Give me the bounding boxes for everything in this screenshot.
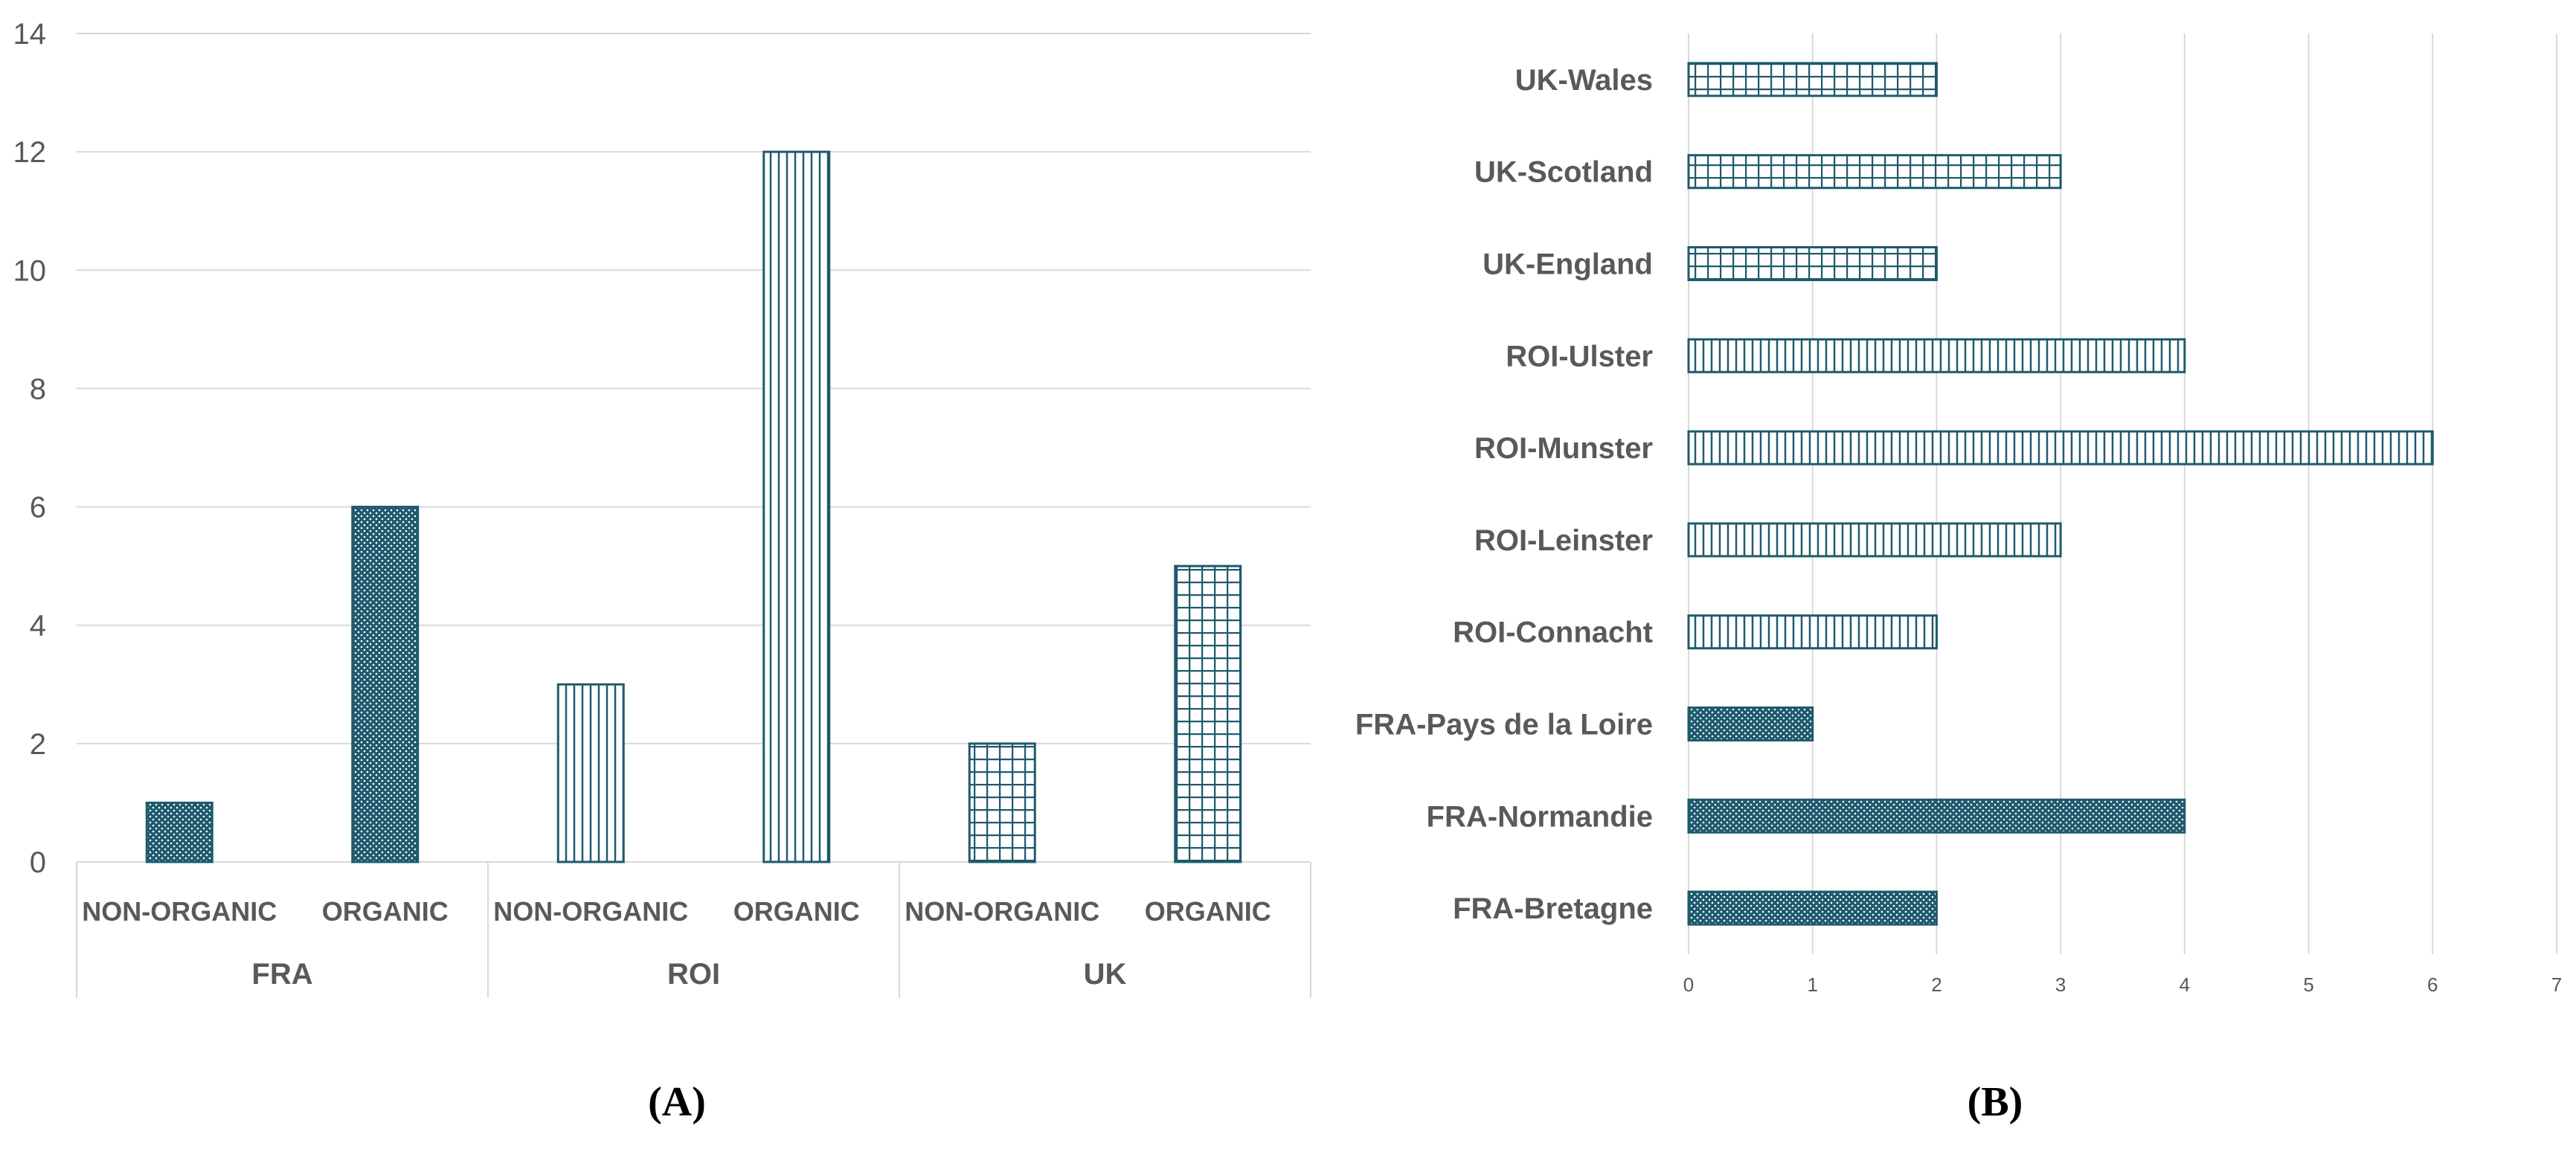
x-tick-label-3: 3 [2055,973,2066,996]
x-category-label-fra-organic: ORGANIC [322,896,449,927]
bar-fra-normandie [1687,798,2186,834]
bar-roi-ulster [1687,338,2186,373]
x-tick-label-6: 6 [2427,973,2438,996]
x-category-label-roi-non-organic: NON-ORGANIC [493,896,688,927]
y-tick-label-0: 0 [30,846,46,879]
bar-fra-non-organic [145,801,213,863]
x-tick-label-7: 7 [2551,973,2562,996]
bar-uk-wales [1687,62,1938,97]
bar-roi-non-organic [556,683,625,863]
bar-uk-scotland [1687,154,2062,190]
panel-label-b: (B) [1968,1079,2023,1125]
panel-label-a: (A) [648,1079,706,1125]
bar-roi-leinster [1687,522,2062,558]
chart-a: 0 2 4 6 8 10 12 14 NON-ORGANIC ORGANIC NON-ORGANIC… [13,18,1311,998]
y-tick-label-10: 10 [13,254,47,287]
x-category-label-uk-organic: ORGANIC [1145,896,1271,927]
bar-roi-connacht [1687,614,1938,650]
x-tick-label-2: 2 [1931,973,1941,996]
bar-roi-munster [1687,430,2434,466]
y-category-label-roi-munster: ROI-Munster [1474,432,1653,465]
x-tick-label-5: 5 [2303,973,2313,996]
y-category-label-uk-scotland: UK-Scotland [1474,156,1653,189]
bar-uk-organic [1174,564,1242,863]
y-tick-label-12: 12 [13,136,47,169]
y-category-label-uk-england: UK-England [1483,248,1653,281]
y-tick-label-6: 6 [30,492,46,524]
y-category-label-fra-normandie: FRA-Normandie [1427,800,1653,833]
y-category-label-roi-ulster: ROI-Ulster [1506,340,1653,373]
group-label-fra: FRA [251,958,312,991]
y-tick-label-2: 2 [30,728,46,761]
group-label-roi: ROI [667,958,720,991]
y-category-label-fra-bretagne: FRA-Bretagne [1453,892,1653,925]
x-category-label-roi-organic: ORGANIC [733,896,860,927]
y-category-label-roi-leinster: ROI-Leinster [1474,524,1653,557]
x-tick-label-0: 0 [1683,973,1694,996]
y-category-label-uk-wales: UK-Wales [1515,64,1653,97]
x-tick-label-1: 1 [1807,973,1817,996]
bar-fra-organic [351,506,420,863]
x-tick-label-4: 4 [2180,973,2190,996]
bar-fra-bretagne [1687,890,1938,926]
bar-uk-non-organic [968,742,1036,863]
bar-uk-england [1687,246,1938,281]
y-category-label-fra-pays-de-la-loire: FRA-Pays de la Loire [1355,709,1653,741]
chart-b: 0 1 2 3 4 5 6 7 UK-Wales UK-Scotland UK-England ROI… [1355,33,2562,996]
bar-fra-pays-de-la-loire [1687,707,1814,741]
y-tick-label-14: 14 [13,18,47,51]
y-category-label-roi-connacht: ROI-Connacht [1453,617,1653,649]
y-tick-label-4: 4 [30,610,46,643]
bar-roi-organic [762,150,831,863]
x-category-label-fra-non-organic: NON-ORGANIC [82,896,277,927]
x-category-label-uk-non-organic: NON-ORGANIC [905,896,1099,927]
group-label-uk: UK [1084,958,1127,991]
y-tick-label-8: 8 [30,373,46,405]
